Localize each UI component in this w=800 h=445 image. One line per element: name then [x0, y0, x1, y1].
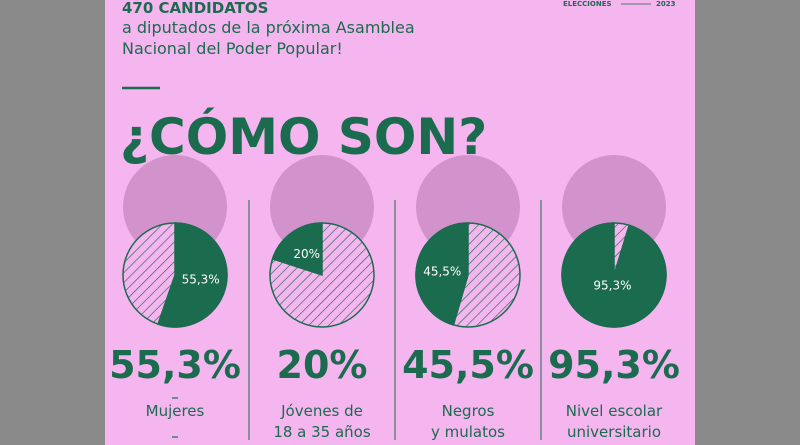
category-label: Mujeres: [146, 402, 205, 420]
big-value: 20%: [277, 343, 368, 387]
big-value: 95,3%: [548, 343, 680, 387]
category-label: universitario: [567, 423, 661, 441]
pie-label: 45,5%: [423, 264, 461, 278]
badge: ELECCIONES: [563, 0, 612, 8]
subtitle-line: a diputados de la próxima Asamblea: [122, 18, 415, 37]
big-value: 45,5%: [402, 343, 534, 387]
separators: [248, 200, 542, 440]
badge-year: 2023: [656, 0, 676, 8]
big-value: 55,3%: [109, 343, 241, 387]
kicker: 470 CANDIDATOS: [122, 0, 268, 17]
pie-slice: [271, 222, 323, 277]
category-label: 18 a 35 años: [273, 423, 371, 441]
pie-slice: [561, 222, 667, 328]
pie-label: 55,3%: [182, 272, 220, 286]
category-label: y mulatos: [431, 423, 505, 441]
pie-slice: [415, 222, 469, 326]
pie-slice: [157, 222, 228, 328]
category-label: Jóvenes de: [280, 402, 363, 420]
category-label: Negros: [442, 402, 495, 420]
subtitle-line: Nacional del Poder Popular!: [122, 39, 343, 58]
category-label: Nivel escolar: [566, 402, 663, 420]
pie-label: 20%: [293, 247, 320, 261]
pie-label: 95,3%: [593, 278, 631, 292]
